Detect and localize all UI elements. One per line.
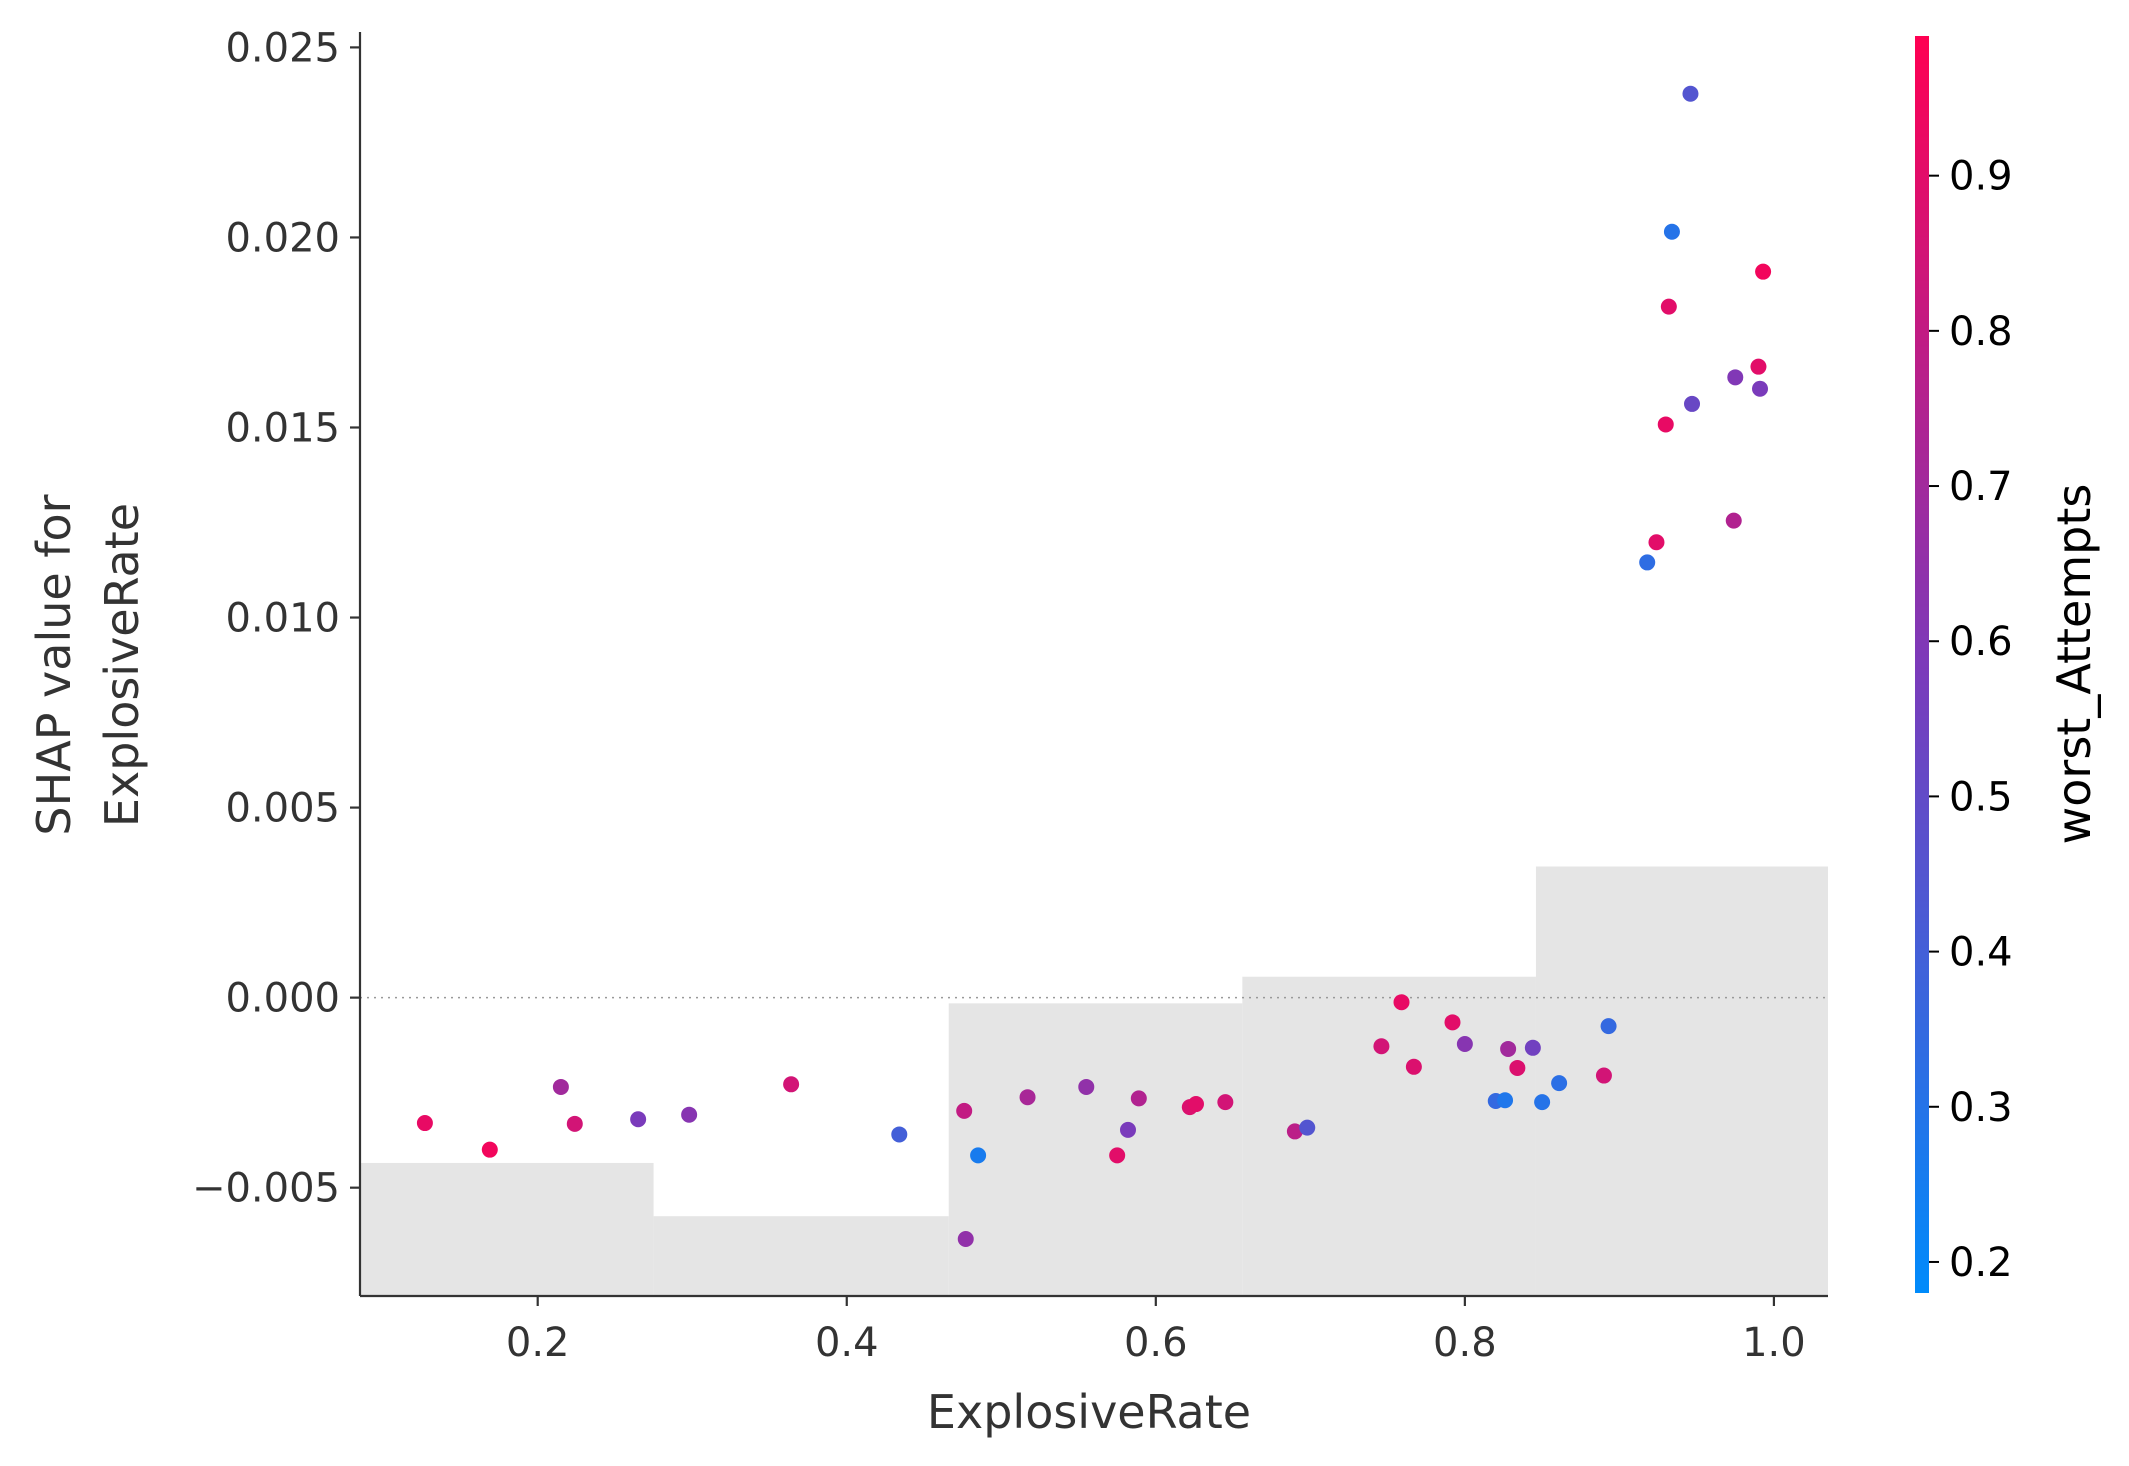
data-point-6 bbox=[681, 1106, 698, 1123]
data-point-1 bbox=[416, 1115, 433, 1132]
colorbar-tick-label: 0.6 bbox=[1949, 619, 2013, 665]
y-axis-title-line-2: ExplosiveRate bbox=[95, 503, 149, 827]
data-point-31 bbox=[1524, 1039, 1541, 1056]
colorbar-gradient bbox=[1915, 36, 1929, 1293]
data-point-10 bbox=[957, 1230, 974, 1247]
data-point-37 bbox=[1648, 534, 1665, 551]
data-point-29 bbox=[1500, 1040, 1517, 1057]
x-tick-label: 0.8 bbox=[1433, 1320, 1497, 1366]
data-point-46 bbox=[1752, 380, 1769, 397]
data-point-15 bbox=[1119, 1121, 1136, 1138]
data-point-13 bbox=[1078, 1078, 1095, 1095]
histogram-bar-3 bbox=[948, 1003, 1243, 1296]
y-tick-label: 0.010 bbox=[225, 596, 340, 642]
colorbar-tick-label: 0.7 bbox=[1949, 464, 2013, 510]
colorbar-tick-label: 0.5 bbox=[1949, 774, 2013, 820]
data-point-16 bbox=[1130, 1090, 1147, 1107]
scatter-points bbox=[416, 85, 1772, 1247]
data-point-9 bbox=[956, 1102, 973, 1119]
data-point-14 bbox=[1109, 1147, 1126, 1164]
colorbar-tick-label: 0.2 bbox=[1949, 1240, 2013, 1286]
y-tick-label: −0.005 bbox=[192, 1166, 340, 1212]
data-point-32 bbox=[1534, 1094, 1551, 1111]
data-point-18 bbox=[1187, 1096, 1204, 1113]
data-point-2 bbox=[481, 1141, 498, 1158]
colorbar-title: worst_Attempts bbox=[2047, 484, 2101, 845]
y-axis-title-line-1: SHAP value for bbox=[27, 494, 81, 835]
data-point-45 bbox=[1750, 358, 1767, 375]
x-axis-title: ExplosiveRate bbox=[927, 1385, 1251, 1439]
data-point-23 bbox=[1393, 994, 1410, 1011]
x-tick-label: 0.2 bbox=[506, 1320, 570, 1366]
data-point-25 bbox=[1444, 1014, 1461, 1031]
x-tick-label: 0.4 bbox=[815, 1320, 879, 1366]
data-point-28 bbox=[1497, 1092, 1514, 1109]
colorbar-tick-label: 0.4 bbox=[1949, 930, 2013, 976]
histogram-bar-4 bbox=[1242, 976, 1536, 1296]
data-point-43 bbox=[1725, 512, 1742, 529]
data-point-26 bbox=[1456, 1036, 1473, 1052]
colorbar-tick-label: 0.9 bbox=[1949, 154, 2013, 200]
colorbar-ticks: 0.2 0.3 0.4 0.5 0.6 0.7 0.8 0.9 bbox=[1929, 154, 2013, 1286]
colorbar: 0.2 0.3 0.4 0.5 0.6 0.7 0.8 0.9 worst_Attempts bbox=[1915, 36, 2101, 1293]
histogram-bar-1 bbox=[360, 1162, 654, 1296]
data-point-34 bbox=[1595, 1067, 1612, 1084]
axes: 0.2 0.4 0.6 0.8 1.0 −0.005 0.000 0.005 0.010 0.0… bbox=[192, 25, 1828, 1366]
data-point-22 bbox=[1373, 1038, 1390, 1055]
y-tick-label: 0.020 bbox=[225, 215, 340, 261]
y-tick-label: 0.025 bbox=[225, 25, 340, 71]
colorbar-tick-label: 0.8 bbox=[1949, 309, 2013, 355]
x-axis-ticks: 0.2 0.4 0.6 0.8 1.0 bbox=[506, 1296, 1806, 1366]
colorbar-tick-label: 0.3 bbox=[1949, 1085, 2013, 1131]
y-tick-label: 0.015 bbox=[225, 405, 340, 451]
y-tick-label: 0.000 bbox=[225, 976, 340, 1022]
plot-area bbox=[360, 85, 1828, 1296]
data-point-44 bbox=[1727, 369, 1744, 386]
x-tick-label: 1.0 bbox=[1742, 1320, 1806, 1366]
data-point-24 bbox=[1405, 1058, 1422, 1075]
data-point-12 bbox=[1019, 1089, 1036, 1106]
data-point-21 bbox=[1299, 1119, 1316, 1136]
data-point-41 bbox=[1682, 85, 1699, 102]
data-point-5 bbox=[630, 1111, 647, 1128]
data-point-47 bbox=[1755, 263, 1772, 280]
data-point-11 bbox=[970, 1147, 987, 1164]
data-point-42 bbox=[1684, 395, 1701, 412]
data-point-3 bbox=[552, 1078, 569, 1095]
data-point-7 bbox=[783, 1076, 800, 1093]
data-point-33 bbox=[1551, 1075, 1568, 1092]
data-point-38 bbox=[1657, 416, 1674, 433]
data-point-4 bbox=[566, 1115, 583, 1132]
data-point-20 bbox=[1286, 1123, 1303, 1140]
histogram-bar-5 bbox=[1535, 866, 1828, 1296]
y-axis-title: SHAP value for ExplosiveRate bbox=[27, 494, 149, 835]
y-tick-label: 0.005 bbox=[225, 786, 340, 832]
data-point-35 bbox=[1600, 1018, 1617, 1035]
histogram-bar-2 bbox=[653, 1216, 949, 1296]
data-point-19 bbox=[1217, 1094, 1234, 1111]
data-point-30 bbox=[1509, 1059, 1526, 1076]
data-point-8 bbox=[891, 1126, 908, 1143]
data-point-39 bbox=[1660, 298, 1677, 315]
x-tick-label: 0.6 bbox=[1124, 1320, 1188, 1366]
data-point-36 bbox=[1639, 554, 1656, 571]
y-axis-ticks: −0.005 0.000 0.005 0.010 0.015 0.020 0.025 bbox=[192, 25, 360, 1212]
data-point-40 bbox=[1663, 223, 1680, 240]
